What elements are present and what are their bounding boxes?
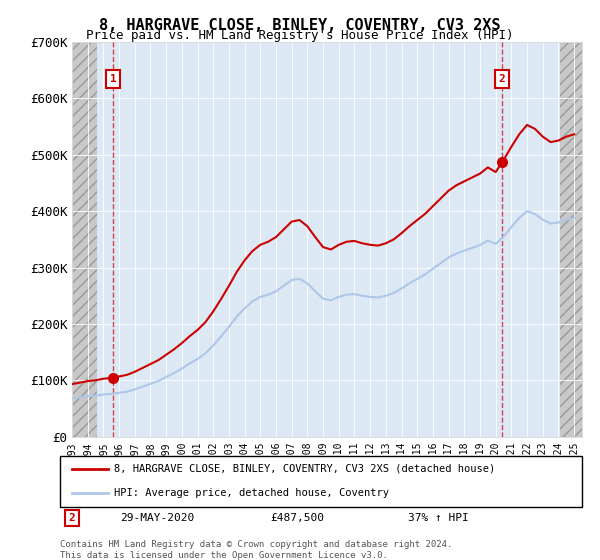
Text: £487,500: £487,500: [270, 513, 324, 523]
Text: 2: 2: [68, 513, 76, 523]
Text: 8, HARGRAVE CLOSE, BINLEY, COVENTRY, CV3 2XS (detached house): 8, HARGRAVE CLOSE, BINLEY, COVENTRY, CV3…: [114, 464, 495, 474]
Text: 18-AUG-1995: 18-AUG-1995: [120, 491, 194, 501]
Text: 1: 1: [68, 491, 76, 501]
Text: 2: 2: [499, 74, 506, 83]
Bar: [560, 42, 592, 437]
Text: 8, HARGRAVE CLOSE, BINLEY, COVENTRY, CV3 2XS: 8, HARGRAVE CLOSE, BINLEY, COVENTRY, CV3…: [99, 18, 501, 33]
Text: Contains HM Land Registry data © Crown copyright and database right 2024.
This d: Contains HM Land Registry data © Crown c…: [60, 540, 452, 560]
Bar: [72, 42, 97, 437]
Text: 31% ↑ HPI: 31% ↑ HPI: [408, 491, 469, 501]
Text: 29-MAY-2020: 29-MAY-2020: [120, 513, 194, 523]
Text: HPI: Average price, detached house, Coventry: HPI: Average price, detached house, Cove…: [114, 488, 389, 498]
Text: 37% ↑ HPI: 37% ↑ HPI: [408, 513, 469, 523]
Text: £105,000: £105,000: [270, 491, 324, 501]
Text: 1: 1: [110, 74, 116, 83]
Text: Price paid vs. HM Land Registry's House Price Index (HPI): Price paid vs. HM Land Registry's House …: [86, 29, 514, 42]
